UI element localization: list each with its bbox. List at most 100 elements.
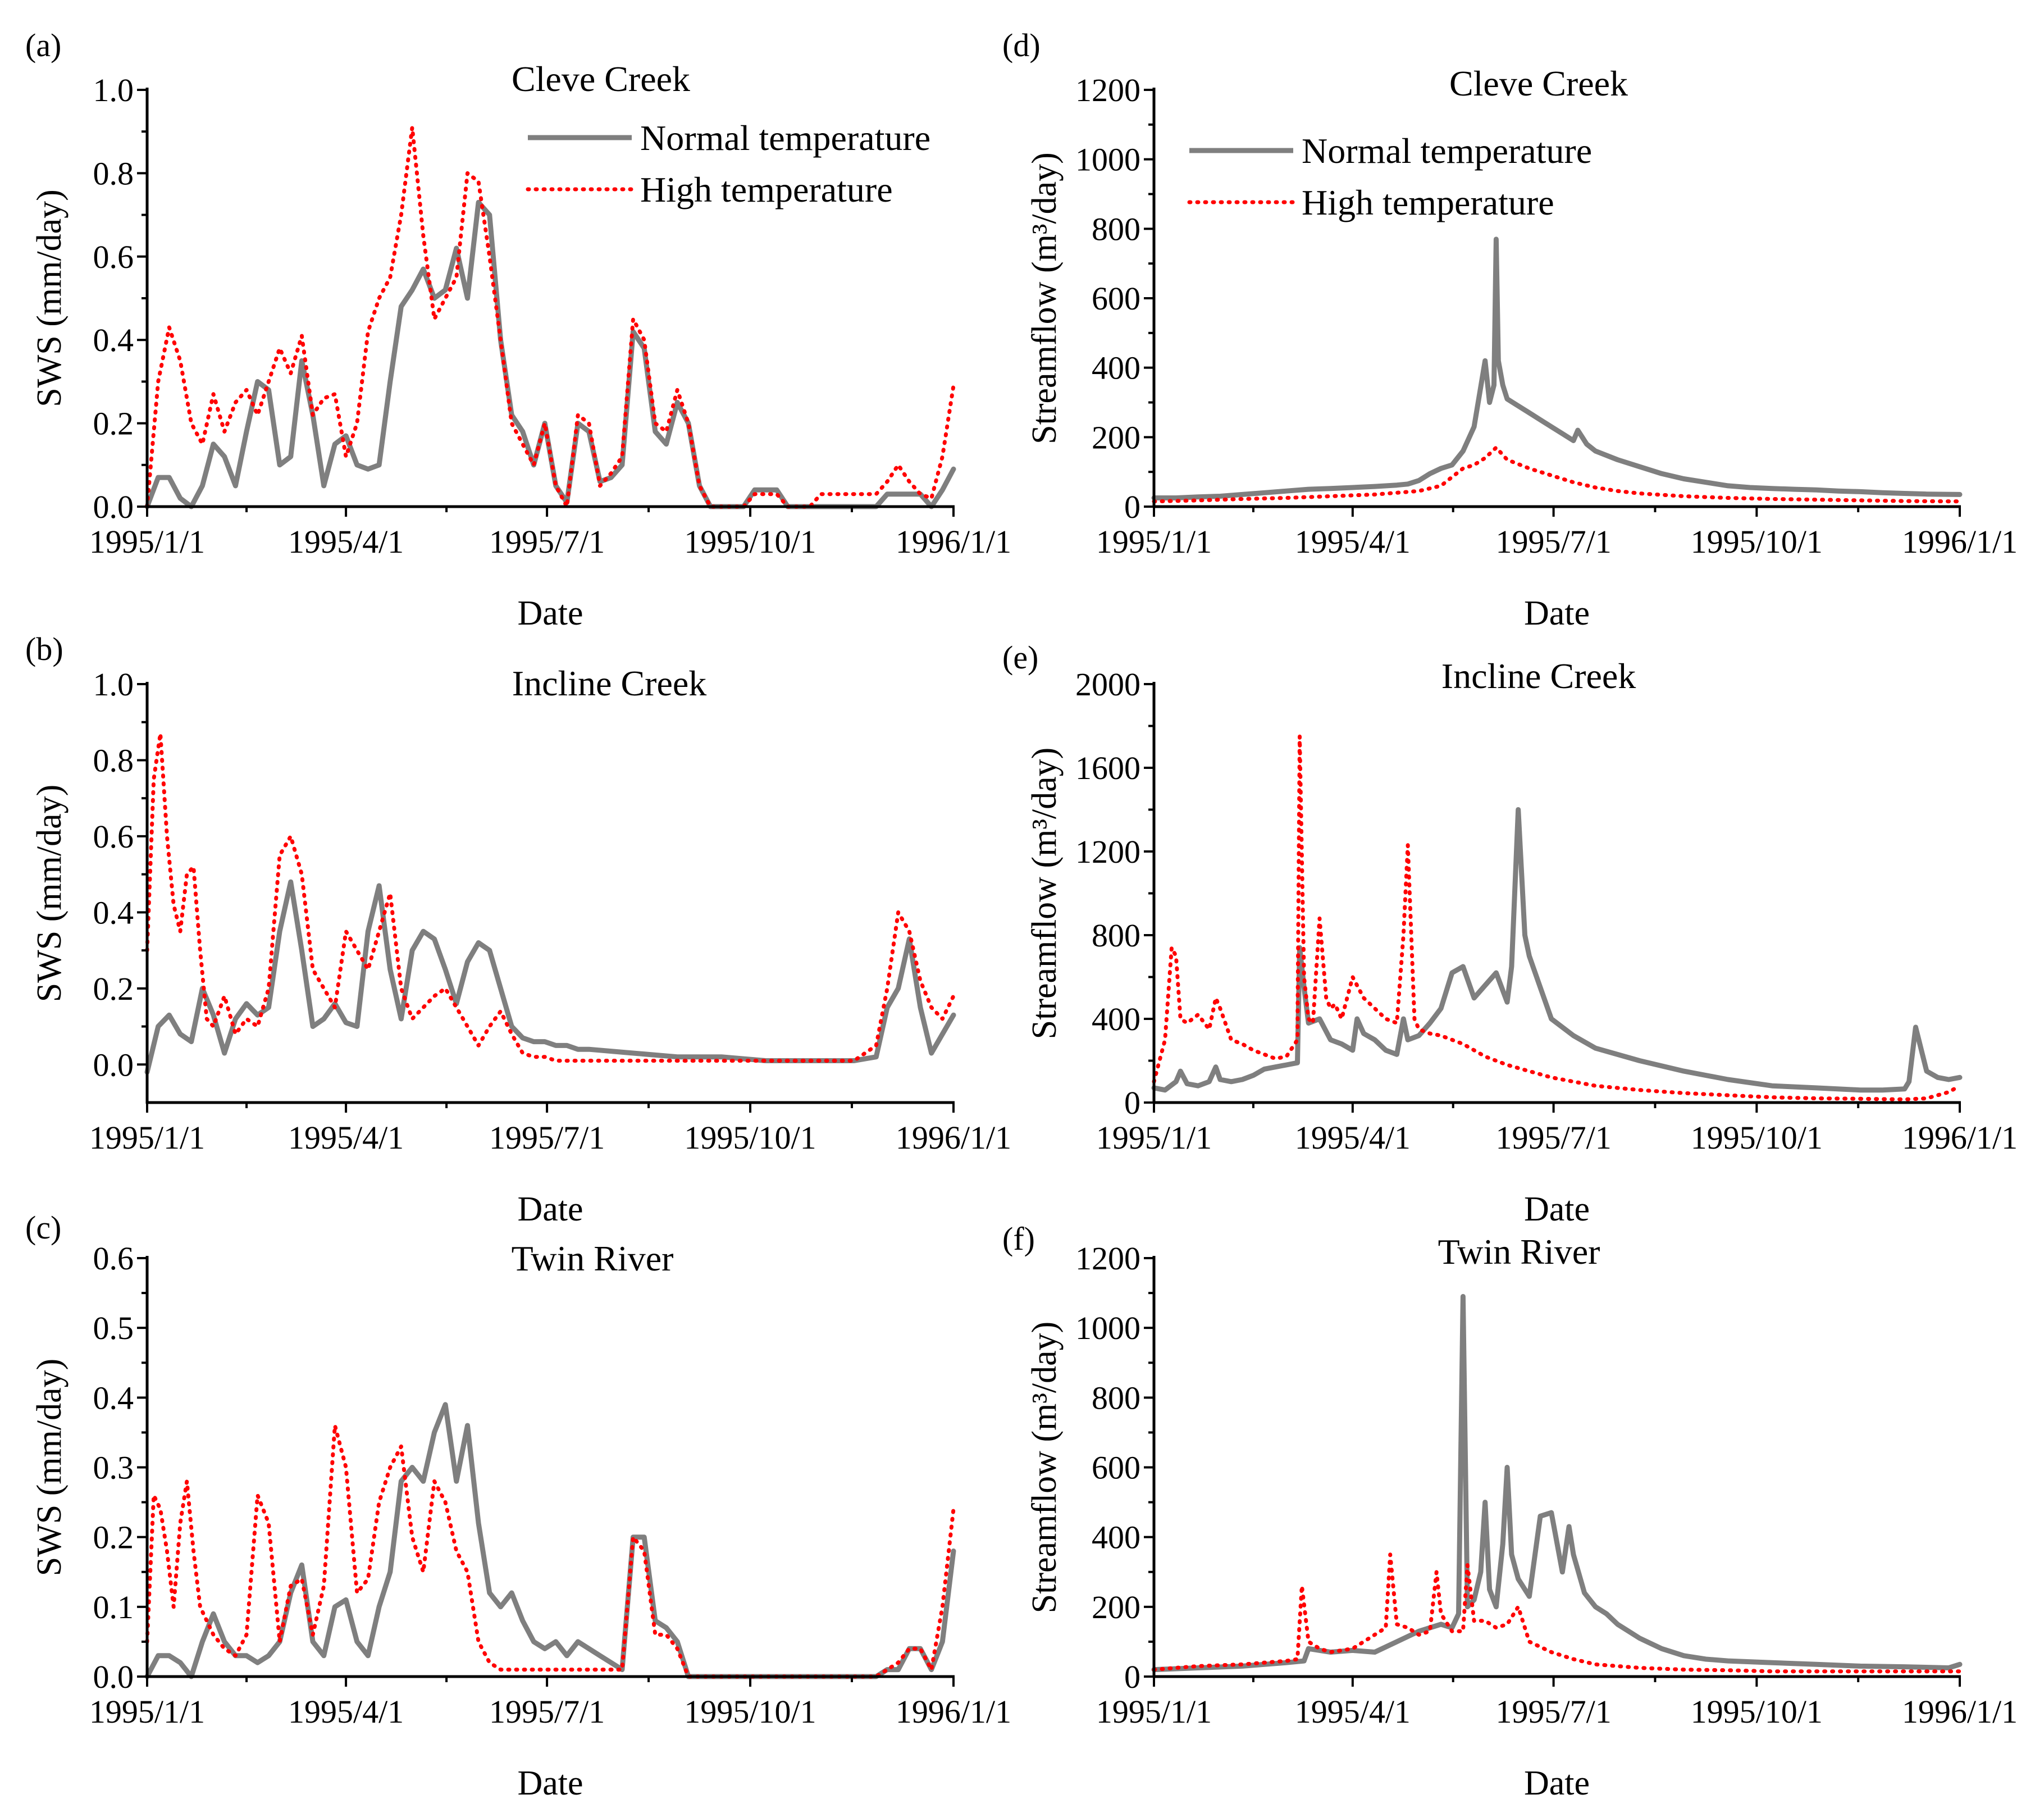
panel-title: Incline Creek [1441,656,1636,696]
x-tick-label: 1996/1/1 [1902,1119,2018,1156]
y-tick-label: 0.8 [93,155,134,192]
x-tick-label: 1996/1/1 [1902,1693,2018,1730]
x-tick-label: 1995/7/1 [1495,1693,1611,1730]
y-tick-label: 400 [1092,350,1140,386]
x-tick-label: 1995/4/1 [1295,1119,1411,1156]
y-tick-label: 0 [1124,489,1140,525]
y-tick-label: 0.0 [93,1046,134,1083]
x-tick-label: 1995/7/1 [489,1693,605,1730]
y-tick-label: 400 [1092,1001,1140,1037]
panel-letter: (c) [25,1209,61,1246]
x-axis-title: Date [1524,1190,1590,1228]
x-tick-label: 1995/7/1 [1495,1119,1611,1156]
panel-title: Cleve Creek [1449,63,1628,103]
x-tick-label: 1995/7/1 [489,1119,605,1156]
y-tick-label: 800 [1092,917,1140,954]
x-tick-label: 1996/1/1 [1902,523,2018,560]
panel-title: Cleve Creek [512,59,690,99]
y-tick-label: 0.2 [93,1519,134,1556]
y-tick-label: 1.0 [93,666,134,703]
x-tick-label: 1995/4/1 [288,523,404,560]
y-tick-label: 1000 [1075,1310,1140,1346]
x-tick-label: 1996/1/1 [896,1693,1011,1730]
panel-title: Incline Creek [512,663,707,703]
panel-c: (c) Twin River 0.0 0.1 0.2 0.3 0.4 0.5 0.6 1995/1… [25,1209,1011,1802]
panel-letter: (d) [1002,27,1041,63]
x-tick-label: 1995/10/1 [684,1693,816,1730]
high-temperature-line [145,1423,956,1679]
y-tick-label: 600 [1092,1450,1140,1486]
legend-normal-label: Normal temperature [640,118,930,158]
x-tick-label: 1995/1/1 [89,523,205,560]
x-tick-label: 1995/10/1 [1691,1693,1823,1730]
y-tick-label: 2000 [1075,666,1140,703]
x-tick-label: 1995/1/1 [89,1119,205,1156]
y-tick-label: 0.0 [93,1659,134,1695]
x-tick-label: 1995/4/1 [288,1119,404,1156]
y-tick-label: 0.4 [93,322,134,358]
y-tick-label: 0.2 [93,406,134,442]
legend: Normal temperature High temperature [1187,131,1592,222]
x-tick-label: 1995/7/1 [489,523,605,560]
x-tick-label: 1996/1/1 [896,523,1011,560]
high-temperature-line [1152,1552,1962,1674]
x-tick-label: 1995/10/1 [684,523,816,560]
x-axis-title: Date [1524,1764,1590,1802]
y-tick-label: 0.4 [93,894,134,931]
panel-a: (a) Cleve Creek 0.0 0.2 0.4 0.6 0.8 1.0 1995/1/1… [25,27,1011,632]
x-tick-label: 1995/1/1 [89,1693,205,1730]
x-tick-label: 1996/1/1 [896,1119,1011,1156]
high-temperature-line [145,125,956,509]
panel-letter: (a) [25,27,61,63]
y-tick-label: 0.0 [93,489,134,525]
x-tick-label: 1995/1/1 [1096,523,1212,560]
normal-temperature-line [1151,236,1963,500]
y-axis-title: SWS (mm/day) [30,189,69,407]
y-tick-label: 200 [1092,419,1140,456]
y-axis-title: SWS (mm/day) [30,785,69,1002]
normal-temperature-line [144,1402,956,1679]
y-tick-label: 0.1 [93,1589,134,1625]
panel-f: (f) Twin River 0 200 400 600 800 1000 1200 1995/1… [1002,1220,2018,1802]
x-tick-label: 1995/4/1 [288,1693,404,1730]
y-tick-label: 0.3 [93,1450,134,1486]
legend-high-label: High temperature [1302,183,1554,222]
panel-b: (b) Incline Creek 0.0 0.2 0.4 0.6 0.8 1.0 1995/1… [25,631,1011,1228]
y-axis-title: Streamflow (m³/day) [1025,1322,1064,1614]
x-axis-title: Date [517,1764,583,1802]
high-temperature-line [1152,445,1962,504]
x-tick-label: 1995/10/1 [1691,1119,1823,1156]
y-tick-label: 400 [1092,1519,1140,1556]
y-tick-label: 200 [1092,1589,1140,1625]
high-temperature-line [145,731,956,1063]
panel-title: Twin River [1438,1232,1600,1272]
y-axis-title: SWS (mm/day) [30,1359,69,1576]
y-tick-label: 1600 [1075,750,1140,786]
x-tick-label: 1995/10/1 [684,1119,816,1156]
y-axis-title: Streamflow (m³/day) [1025,152,1064,444]
normal-temperature-line [1151,1294,1963,1673]
high-temperature-line [1152,734,1962,1101]
panel-letter: (b) [25,631,63,667]
y-tick-label: 0.4 [93,1379,134,1416]
x-axis-title: Date [517,1190,583,1228]
y-tick-label: 0.6 [93,1240,134,1277]
y-tick-label: 800 [1092,1379,1140,1416]
y-tick-label: 0.6 [93,818,134,855]
y-tick-label: 1200 [1075,834,1140,870]
normal-temperature-line [1151,807,1963,1093]
x-axis-title: Date [1524,594,1590,632]
legend-high-label: High temperature [640,170,893,210]
x-tick-label: 1995/4/1 [1295,1693,1411,1730]
y-tick-label: 1200 [1075,1240,1140,1277]
x-tick-label: 1995/1/1 [1096,1693,1212,1730]
y-tick-label: 1200 [1075,72,1140,108]
panel-title: Twin River [512,1238,674,1278]
panel-letter: (f) [1002,1220,1035,1257]
x-axis-title: Date [517,594,583,632]
y-tick-label: 0.8 [93,742,134,778]
y-tick-label: 800 [1092,211,1140,247]
y-axis-title: Streamflow (m³/day) [1025,748,1064,1040]
x-tick-label: 1995/4/1 [1295,523,1411,560]
x-tick-label: 1995/7/1 [1495,523,1611,560]
